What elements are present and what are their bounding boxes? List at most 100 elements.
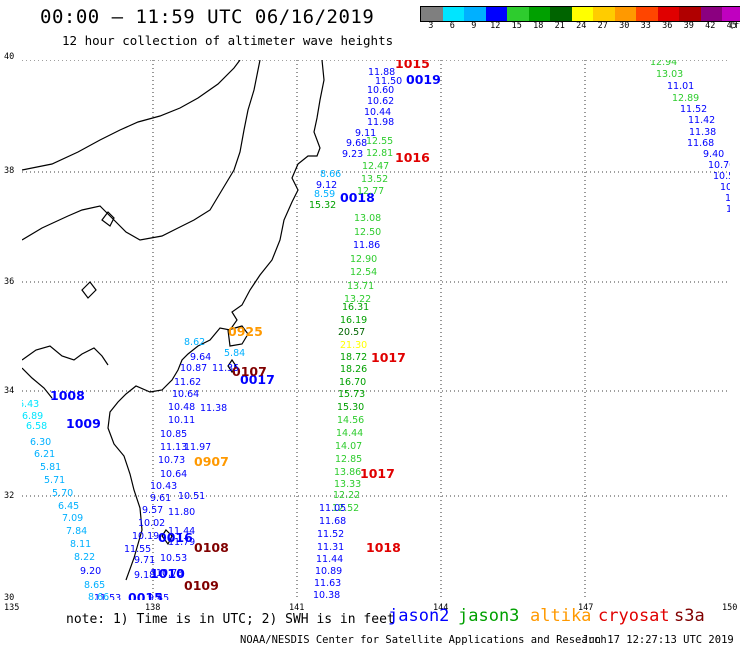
color-scale-label: 3 <box>428 21 434 31</box>
wave-height-value: 12.50 <box>354 227 381 238</box>
color-scale-swatch <box>464 7 486 21</box>
color-scale-swatch <box>679 7 701 21</box>
lon-label-144: 144 <box>433 603 449 613</box>
footer-timestamp: Jun 17 12:27:13 UTC 2019 <box>582 634 734 646</box>
wave-height-value: 10.38 <box>313 590 340 600</box>
wave-height-value: 10.73 <box>156 568 183 579</box>
wave-height-value: 11.38 <box>689 127 716 138</box>
satellite-legend-jason2: jason2 <box>388 606 450 626</box>
lat-label-38: 38 <box>4 166 15 176</box>
wave-height-value: 9.11 <box>355 128 376 139</box>
track-id-label: 1017 <box>360 466 395 481</box>
wave-height-value: 6.21 <box>34 449 55 460</box>
color-scale-label: 42 <box>705 21 716 31</box>
wave-height-value: 11.44 <box>316 554 343 565</box>
track-id-label: 1016 <box>395 150 430 165</box>
wave-height-value: 9.18 <box>134 570 155 581</box>
color-scale-swatch <box>421 7 443 21</box>
satellite-legend-altika: altika <box>530 606 592 626</box>
track-id-label: 1017 <box>371 350 406 365</box>
color-scale-label: 18 <box>533 21 544 31</box>
coastline <box>22 60 325 581</box>
color-scale-swatch <box>550 7 572 21</box>
color-scale-label: 9 <box>471 21 477 31</box>
lat-label-32: 32 <box>4 491 15 501</box>
wave-height-value: 10.85 <box>160 429 187 440</box>
wave-height-value: 18.72 <box>340 352 367 363</box>
wave-height-value: 12.52 <box>332 503 359 514</box>
wave-height-value: 11.05 <box>319 503 346 514</box>
wave-height-value: 11. <box>725 193 730 204</box>
color-scale-bar <box>420 6 740 22</box>
wave-height-value: 10.62 <box>367 96 394 107</box>
wave-height-value: 11.62 <box>174 377 201 388</box>
track-id-label: 1008 <box>50 388 85 403</box>
track-id-label: 1012 <box>680 60 715 63</box>
wave-height-value: 10.64 <box>172 389 199 400</box>
lon-label-138: 138 <box>145 603 161 613</box>
track-id-label: 0015 <box>128 590 163 600</box>
color-scale-label: 33 <box>640 21 651 31</box>
wave-height-value: 18.26 <box>340 364 367 375</box>
wave-height-value: 9.68 <box>346 138 367 149</box>
wave-height-value: 12.94 <box>650 60 677 68</box>
wave-height-value: 11.42 <box>688 115 715 126</box>
color-scale-swatch <box>442 7 464 21</box>
wave-height-value: 9.71 <box>134 555 155 566</box>
track-id-label: 0107 <box>232 364 267 379</box>
wave-height-value: 11.31 <box>317 542 344 553</box>
wave-height-value: 10.7 <box>720 182 730 193</box>
wave-height-value: 10.53 <box>160 553 187 564</box>
wave-height-value: 10.19 <box>132 531 159 542</box>
wave-height-value: 13.08 <box>354 213 381 224</box>
wave-height-value: 14.56 <box>337 415 364 426</box>
wave-height-value: 15.73 <box>338 389 365 400</box>
wave-height-value: 11.50 <box>375 76 402 87</box>
wave-height-value: 11.68 <box>687 138 714 149</box>
lat-label-34: 34 <box>4 386 15 396</box>
lat-label-30: 30 <box>4 593 15 603</box>
track-id-label: 0019 <box>406 72 441 87</box>
wave-height-value: 10.70 <box>708 160 730 171</box>
wave-height-value: 6.30 <box>30 437 51 448</box>
wave-height-value: 11.86 <box>353 240 380 251</box>
wave-height-value: 13.86 <box>334 467 361 478</box>
wave-height-value: 11.79 <box>168 537 195 548</box>
color-scale-label: 30 <box>619 21 630 31</box>
wave-height-value: 10.51 <box>178 491 205 502</box>
wave-height-value: 11.52 <box>317 529 344 540</box>
wave-height-value: 12.89 <box>672 93 699 104</box>
satellite-legend-jason3: jason3 <box>458 606 520 626</box>
wave-height-value: 5.70 <box>52 488 73 499</box>
wave-height-value: 16.31 <box>342 302 369 313</box>
satellite-legend-cryosat: cryosat <box>598 606 670 626</box>
color-scale-swatch <box>722 7 740 21</box>
wave-height-value: 13.22 <box>344 294 371 305</box>
wave-height-value: 5.71 <box>44 475 65 486</box>
wave-height-value: 8.62 <box>184 337 205 348</box>
wave-height-value: 21.30 <box>340 340 367 351</box>
wave-height-value: 13.33 <box>334 479 361 490</box>
wave-height-value: 11.35 <box>212 363 239 374</box>
wave-height-value: 5.81 <box>40 462 61 473</box>
wave-height-value: 12.22 <box>333 490 360 501</box>
wave-height-value: 10.54 <box>713 171 730 182</box>
wave-height-value: 10.89 <box>315 566 342 577</box>
wave-height-value: 12.81 <box>366 148 393 159</box>
wave-height-value: 16.19 <box>340 315 367 326</box>
color-scale-label: 15 <box>511 21 522 31</box>
wave-height-value: 13.71 <box>347 281 374 292</box>
wave-height-map: 1015 1016 1017 1017 1018 1012 0019 0018 0017 0016… <box>22 60 730 600</box>
wave-height-value: 12.54 <box>350 267 377 278</box>
wave-height-value: 9.20 <box>80 566 101 577</box>
wave-height-value: 12.47 <box>362 161 389 172</box>
color-scale-labels: 36912151821242730333639424570 <box>420 21 740 31</box>
units-note: note: 1) Time is in UTC; 2) SWH is in fe… <box>66 612 395 627</box>
track-labels: 1015 1016 1017 1017 1018 1012 0019 0018 0017 0016… <box>50 60 715 600</box>
color-scale-swatch <box>700 7 722 21</box>
color-scale-swatch <box>636 7 658 21</box>
wave-height-value: 11.80 <box>168 507 195 518</box>
satellite-legend-s3a: s3a <box>674 606 705 626</box>
lat-label-36: 36 <box>4 277 15 287</box>
wave-height-value: 7.84 <box>66 526 87 537</box>
